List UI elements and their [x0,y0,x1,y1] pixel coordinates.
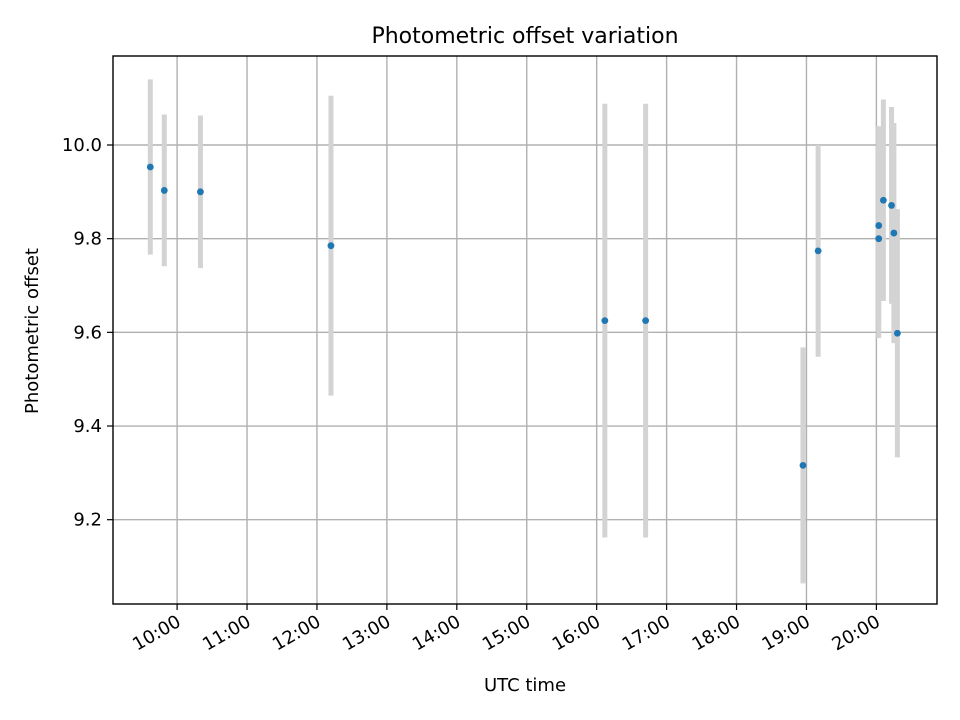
y-axis-label: Photometric offset [22,248,43,414]
x-tick-label: 20:00 [828,611,883,655]
data-point [327,242,335,250]
grid-lines [113,56,937,604]
x-axis-label: UTC time [484,675,566,696]
y-tick-label: 9.4 [73,416,102,437]
y-tick-label: 9.6 [73,322,102,343]
data-point [875,222,883,229]
data-points [146,163,901,469]
plot-frame [112,55,938,605]
error-bars [147,79,900,584]
x-tick-label: 13:00 [339,611,394,655]
y-tick-label: 9.2 [73,510,102,531]
data-point [799,461,807,469]
data-point [879,196,887,204]
x-axis-ticks: 10:00 11:00 12:00 13:00 14:00 15:00 16:00 17:00… [129,604,884,655]
x-tick-label: 18:00 [689,611,744,655]
x-tick-label: 16:00 [549,611,604,655]
y-tick-label: 10.0 [62,135,102,156]
data-point [888,202,895,209]
data-point [814,247,822,255]
chart-title: Photometric offset variation [371,24,678,49]
data-point [146,163,154,171]
data-point [893,329,901,337]
data-point [642,317,650,325]
data-point [197,188,204,196]
x-tick-label: 12:00 [269,611,324,655]
data-point [160,187,168,194]
x-tick-label: 14:00 [409,611,464,655]
x-tick-label: 11:00 [199,611,254,655]
data-point [601,317,609,325]
data-point [875,235,883,243]
y-tick-label: 9.8 [73,229,102,250]
y-axis-ticks: 9.2 9.4 9.6 9.8 10.0 [62,135,113,531]
x-tick-label: 19:00 [759,611,814,655]
data-point [890,229,898,237]
x-tick-label: 10:00 [129,611,184,655]
x-tick-label: 17:00 [619,611,674,655]
x-tick-label: 15:00 [479,611,534,655]
